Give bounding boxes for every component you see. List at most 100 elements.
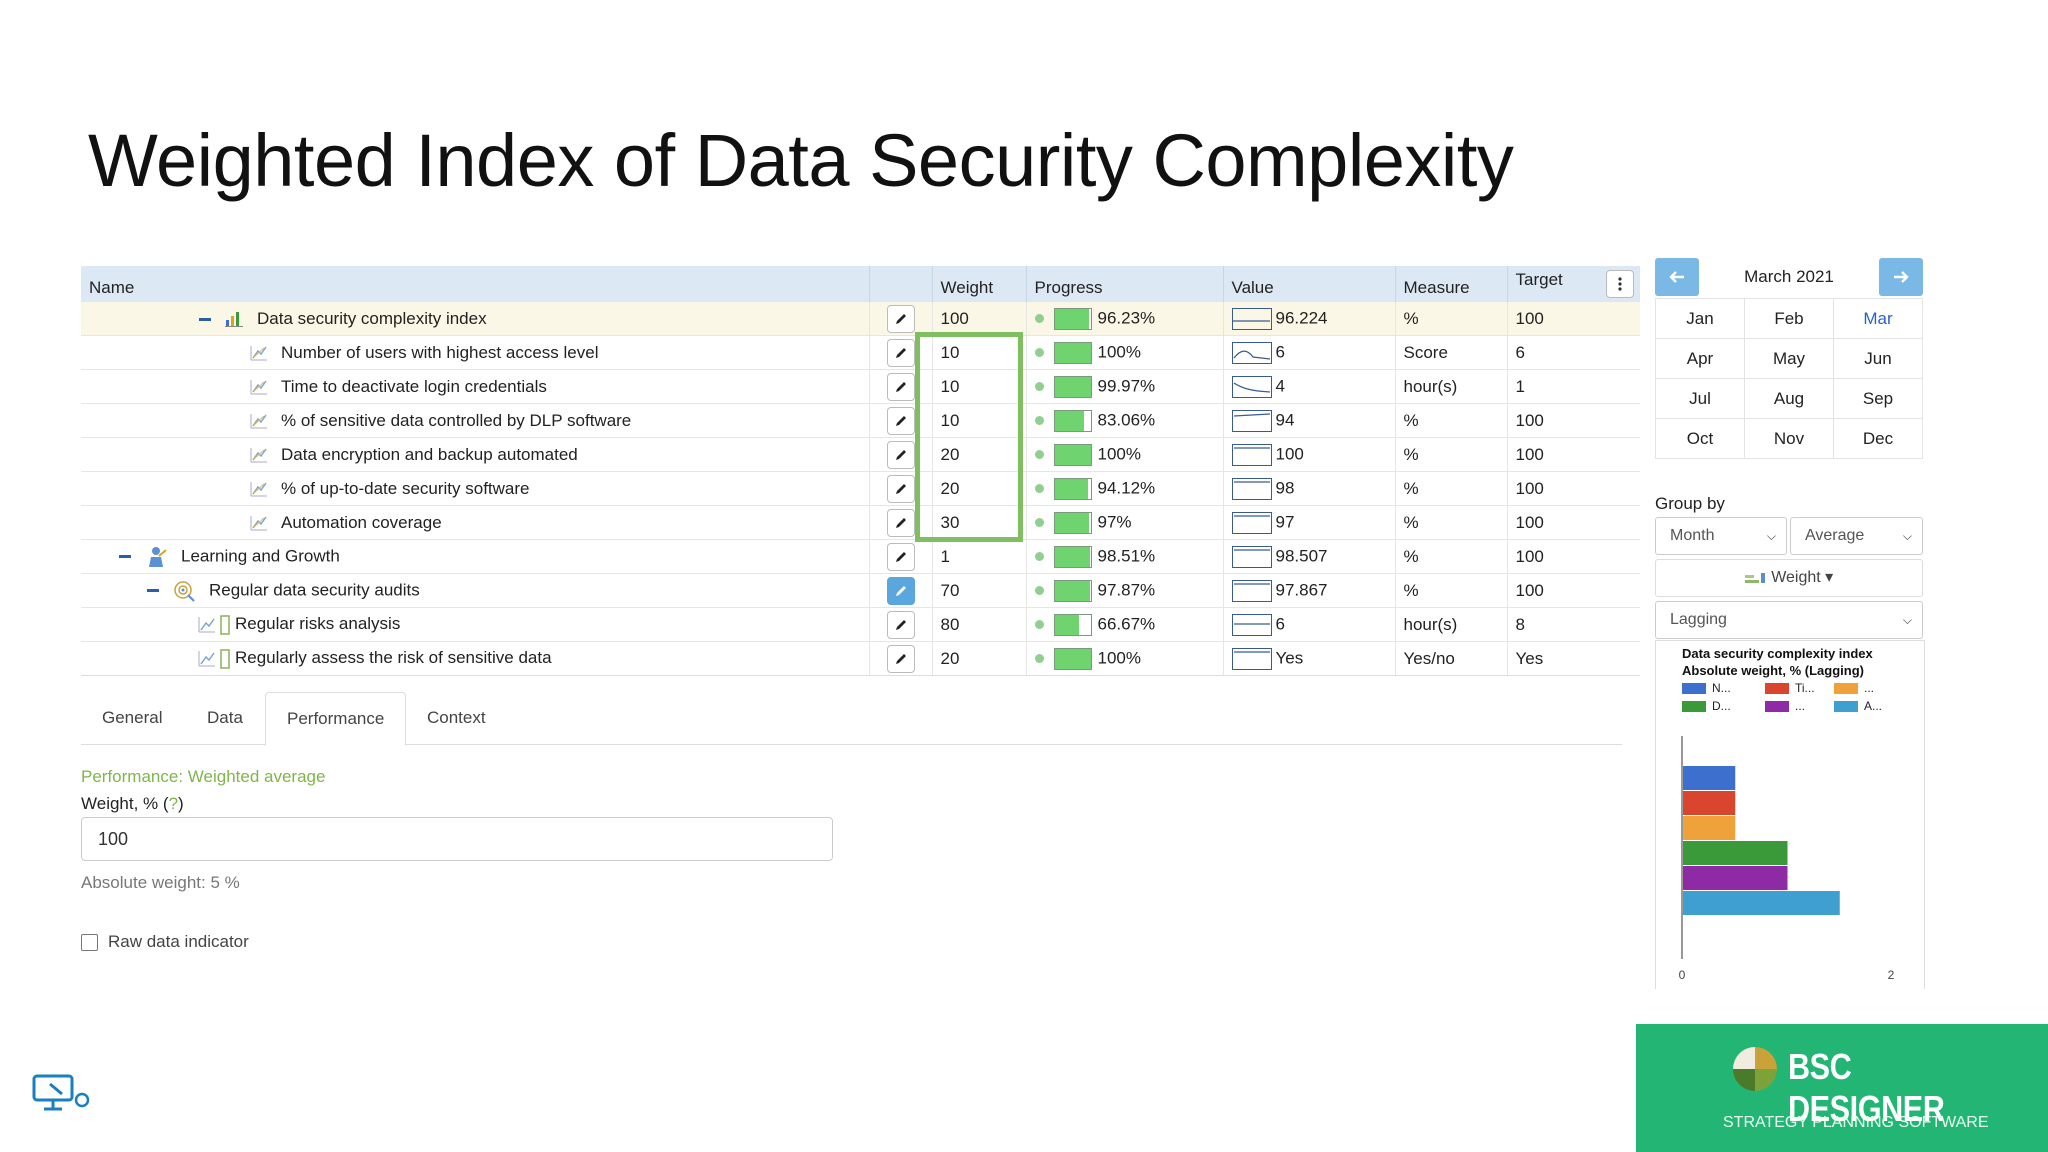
name-cell[interactable]: Automation coverage: [81, 505, 870, 540]
edit-button[interactable]: [886, 508, 915, 537]
raw-data-checkbox[interactable]: [81, 933, 98, 951]
table-row[interactable]: Regular risks analysis 80 66.67% 6 hour(s) 8: [81, 607, 1640, 642]
weight-input[interactable]: [81, 817, 833, 861]
period-select[interactable]: Month ⌵: [1655, 517, 1787, 555]
pencil-icon: [895, 347, 906, 358]
edit-button[interactable]: [886, 576, 915, 605]
legend-item[interactable]: ...: [1765, 699, 1805, 713]
edit-button[interactable]: [886, 644, 915, 673]
tab-context[interactable]: Context: [427, 708, 486, 727]
month-nov[interactable]: Nov: [1744, 418, 1834, 459]
table-row[interactable]: Data encryption and backup automated 20 10…: [81, 437, 1640, 472]
status-dot-icon: [1034, 314, 1044, 323]
table-row[interactable]: % of sensitive data controlled by DLP so…: [81, 403, 1640, 438]
sparkline-icon: [1231, 579, 1272, 602]
tab-general[interactable]: General: [102, 708, 163, 727]
col-progress[interactable]: Progress: [1026, 266, 1224, 302]
collapse-toggle-icon[interactable]: [147, 589, 159, 592]
col-name[interactable]: Name: [81, 266, 870, 302]
month-jun[interactable]: Jun: [1833, 338, 1923, 379]
sparkline-icon: [1231, 477, 1272, 500]
table-row[interactable]: Automation coverage 30 97% 97% 100: [81, 505, 1640, 540]
name-cell[interactable]: Regular data security audits: [81, 573, 870, 608]
col-value[interactable]: Value: [1223, 266, 1396, 302]
table-row[interactable]: Number of users with highest access leve…: [81, 335, 1640, 370]
name-cell[interactable]: Regularly assess the risk of sensitive d…: [81, 641, 870, 675]
value-cell: 6: [1223, 607, 1396, 642]
raw-data-checkbox-row[interactable]: Raw data indicator: [81, 932, 249, 952]
tab-performance[interactable]: Performance: [265, 692, 407, 746]
lagging-select[interactable]: Lagging ⌵: [1655, 601, 1923, 639]
chevron-down-icon: ⌵: [1902, 529, 1912, 543]
name-cell[interactable]: Time to deactivate login credentials: [81, 369, 870, 404]
table-row[interactable]: Data security complexity index 100 96.23% 9…: [81, 302, 1640, 336]
legend-item[interactable]: A...: [1834, 699, 1882, 713]
month-dec[interactable]: Dec: [1833, 418, 1923, 459]
progress-text: 97.87%: [1097, 579, 1156, 599]
edit-button[interactable]: [886, 338, 915, 367]
month-jan[interactable]: Jan: [1655, 298, 1745, 339]
weight-dropdown-button[interactable]: Weight ▾: [1655, 559, 1923, 597]
month-oct[interactable]: Oct: [1655, 418, 1745, 459]
next-month-button[interactable]: [1879, 258, 1923, 296]
edit-button[interactable]: [886, 304, 915, 333]
legend-item[interactable]: N...: [1682, 681, 1731, 695]
edit-button[interactable]: [886, 542, 915, 571]
measure-cell: %: [1395, 437, 1508, 472]
table-row[interactable]: % of up-to-date security software 20 94.12…: [81, 471, 1640, 506]
progress-text: 66.67%: [1097, 613, 1156, 633]
name-cell[interactable]: Regular risks analysis: [81, 607, 870, 642]
col-weight[interactable]: Weight: [932, 266, 1027, 302]
col-target[interactable]: Target: [1507, 266, 1640, 302]
prev-month-button[interactable]: [1655, 258, 1699, 296]
legend-item[interactable]: ...: [1834, 681, 1874, 695]
chart-bar: [1683, 866, 1788, 890]
progress-bar: [1053, 477, 1092, 500]
value-text: 6: [1275, 613, 1285, 633]
col-measure[interactable]: Measure: [1395, 266, 1508, 302]
edit-button[interactable]: [886, 610, 915, 639]
legend-item[interactable]: Ti...: [1765, 681, 1815, 695]
name-cell[interactable]: Learning and Growth: [81, 539, 870, 574]
table-row[interactable]: Time to deactivate login credentials 10 99…: [81, 369, 1640, 404]
sparkline-icon: [1231, 443, 1272, 466]
table-row[interactable]: Regular data security audits 70 97.87% 97.8…: [81, 573, 1640, 608]
target-cell: 100: [1507, 471, 1640, 506]
edit-button[interactable]: [886, 406, 915, 435]
collapse-toggle-icon[interactable]: [199, 317, 211, 321]
month-feb[interactable]: Feb: [1744, 298, 1834, 339]
table-row[interactable]: Learning and Growth 1 98.51% 98.507% 100: [81, 539, 1640, 574]
table-row[interactable]: Regularly assess the risk of sensitive d…: [81, 641, 1640, 675]
tab-data[interactable]: Data: [207, 708, 243, 727]
month-may[interactable]: May: [1744, 338, 1834, 379]
value-cell: 96.224: [1223, 302, 1396, 336]
edit-button[interactable]: [886, 440, 915, 469]
name-cell[interactable]: Number of users with highest access leve…: [81, 335, 870, 370]
column-menu-button[interactable]: [1605, 270, 1634, 298]
status-dot-icon: [1034, 552, 1044, 561]
weight-cell: 30: [932, 505, 1027, 540]
collapse-toggle-icon[interactable]: [119, 555, 131, 558]
value-text: 97: [1275, 511, 1295, 531]
month-mar[interactable]: Mar: [1833, 298, 1923, 339]
month-sep[interactable]: Sep: [1833, 378, 1923, 419]
month-apr[interactable]: Apr: [1655, 338, 1745, 379]
table-row: [81, 676, 1640, 677]
aggregation-select[interactable]: Average ⌵: [1790, 517, 1923, 555]
measure-cell: hour(s): [1395, 607, 1508, 642]
name-cell[interactable]: Data security complexity index: [81, 302, 870, 336]
edit-button[interactable]: [886, 474, 915, 503]
legend-item[interactable]: D...: [1682, 699, 1731, 713]
raw-data-label: Raw data indicator: [108, 932, 249, 951]
edit-button[interactable]: [886, 372, 915, 401]
name-cell[interactable]: % of up-to-date security software: [81, 471, 870, 506]
name-cell[interactable]: % of sensitive data controlled by DLP so…: [81, 403, 870, 438]
value-text: 97.867: [1275, 579, 1328, 599]
month-aug[interactable]: Aug: [1744, 378, 1834, 419]
progress-cell: 66.67%: [1026, 607, 1224, 642]
weight-help-link[interactable]: ?: [168, 794, 179, 813]
name-cell[interactable]: Data encryption and backup automated: [81, 437, 870, 472]
measure-cell: %: [1395, 403, 1508, 438]
month-jul[interactable]: Jul: [1655, 378, 1745, 419]
